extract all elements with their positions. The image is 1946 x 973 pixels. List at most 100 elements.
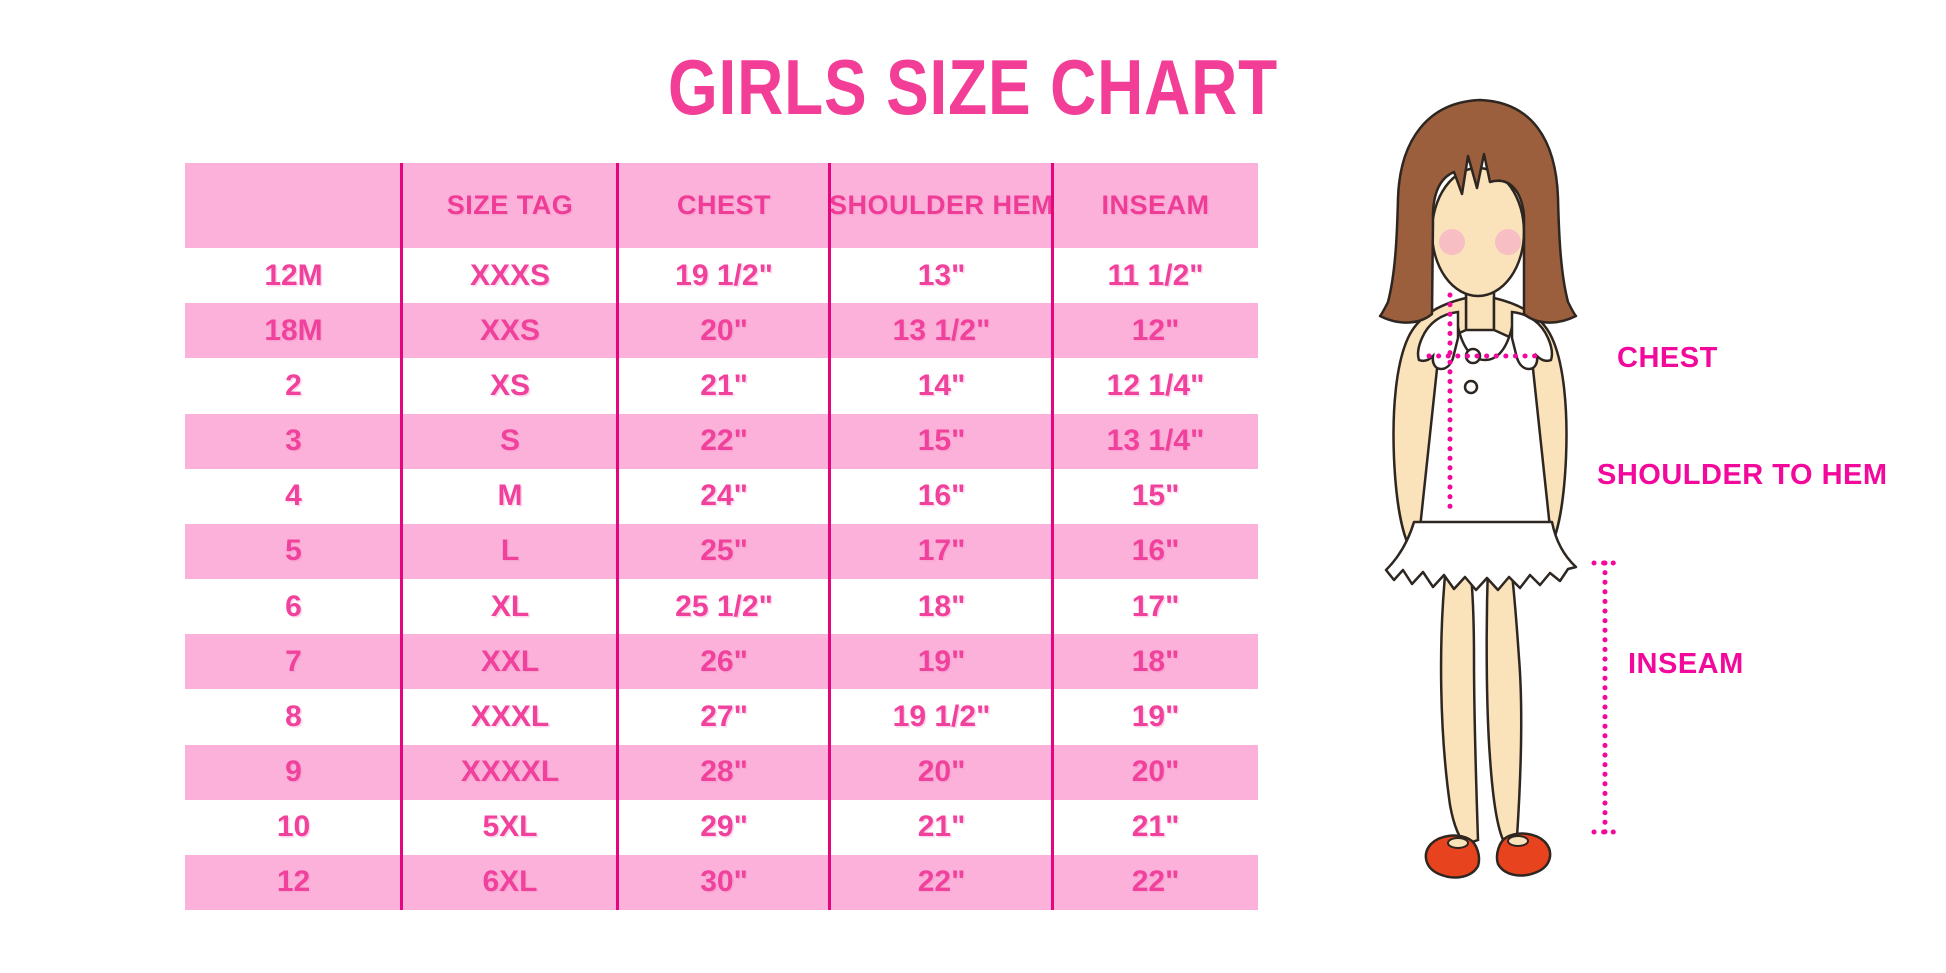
- cell-shoulder-hem: 13": [917, 258, 966, 292]
- header-cell-size-tag: SIZE TAG: [446, 190, 574, 220]
- cell-inseam: 20": [1131, 755, 1180, 789]
- cell-size-tag: XXXXL: [460, 755, 560, 789]
- cell-size-tag: L: [500, 534, 520, 568]
- cell-chest: 25": [700, 534, 748, 568]
- cell-shoulder-hem: 22": [917, 865, 966, 899]
- cell-inseam: 11 1/2": [1107, 258, 1204, 292]
- cell-shoulder-hem: 18": [917, 589, 966, 623]
- table-row: 3 S 22" 15" 13 1/4": [185, 413, 1258, 469]
- table-row: 6 XL 25 1/2" 18" 17": [185, 579, 1258, 635]
- table-row: 7 XXL 26" 19" 18": [185, 634, 1258, 690]
- header-cell-chest: CHEST: [676, 190, 771, 220]
- cell-chest: 24": [700, 479, 748, 513]
- cell-size-tag: M: [497, 479, 523, 513]
- cell-chest: 19 1/2": [675, 258, 773, 292]
- cell-chest: 30": [700, 865, 748, 899]
- column-divider: [616, 163, 619, 910]
- table-row: 10 5XL 29" 21" 21": [185, 799, 1258, 855]
- cell-inseam: 18": [1131, 644, 1180, 678]
- cell-size: 4: [285, 479, 302, 513]
- cell-shoulder-hem: 21": [917, 810, 966, 844]
- cell-shoulder-hem: 13 1/2": [892, 313, 991, 347]
- cell-chest: 28": [700, 755, 748, 789]
- cell-size-tag: XXXL: [470, 699, 550, 733]
- cell-size: 12M: [264, 258, 323, 292]
- cell-size: 9: [285, 755, 302, 789]
- cell-size-tag: S: [499, 424, 520, 458]
- cell-size-tag: XS: [489, 368, 531, 402]
- cell-size-tag: 5XL: [482, 810, 538, 844]
- girl-shoes: [1424, 832, 1552, 879]
- cell-size: 2: [285, 368, 302, 402]
- cell-inseam: 17": [1131, 589, 1180, 623]
- cell-shoulder-hem: 14": [917, 368, 966, 402]
- cell-size: 12: [276, 865, 311, 899]
- girl-legs: [1439, 563, 1523, 846]
- cell-size: 3: [285, 424, 302, 458]
- blush-right: [1495, 229, 1521, 255]
- page-title: GIRLS SIZE CHART: [667, 43, 1279, 131]
- girl-face: [1430, 166, 1526, 298]
- cell-shoulder-hem: 19 1/2": [892, 699, 991, 733]
- cell-size-tag: XXXS: [469, 258, 551, 292]
- table-row: 8 XXXL 27" 19 1/2" 19": [185, 689, 1258, 745]
- column-divider: [1051, 163, 1054, 910]
- cell-chest: 20": [700, 313, 748, 347]
- cell-inseam: 19": [1131, 699, 1180, 733]
- column-divider: [828, 163, 831, 910]
- table-row: 18M XXS 20" 13 1/2" 12": [185, 303, 1258, 359]
- cell-chest: 21": [700, 368, 748, 402]
- chest-label: CHEST: [1617, 342, 1718, 374]
- measurement-lines: [1426, 292, 1620, 835]
- table-row: 12 6XL 30" 22" 22": [185, 854, 1258, 911]
- cell-shoulder-hem: 16": [917, 479, 966, 513]
- cell-size: 18M: [264, 313, 323, 347]
- cell-shoulder-hem: 15": [917, 424, 966, 458]
- header-cell-shoulder-hem: SHOULDER HEM: [829, 190, 1055, 220]
- cell-size: 10: [276, 810, 311, 844]
- cell-inseam: 21": [1131, 810, 1180, 844]
- cell-size: 5: [285, 534, 302, 568]
- cell-size-tag: XXS: [479, 313, 541, 347]
- size-table: SIZE TAG CHEST SHOULDER HEM INSEAM 12M X…: [185, 163, 1258, 911]
- blush-left: [1439, 229, 1465, 255]
- cell-chest: 27": [700, 699, 748, 733]
- cell-inseam: 16": [1131, 534, 1180, 568]
- cell-size: 6: [285, 589, 302, 623]
- table-body: 12M XXXS 19 1/2" 13" 11 1/2" 18M XXS 20"…: [185, 248, 1258, 911]
- cell-inseam: 22": [1131, 865, 1180, 899]
- cell-chest: 22": [700, 424, 748, 458]
- table-row: 5 L 25" 17" 16": [185, 523, 1258, 580]
- cell-inseam: 13 1/4": [1106, 424, 1205, 458]
- cell-chest: 25 1/2": [675, 589, 773, 623]
- cell-inseam: 15": [1131, 479, 1180, 513]
- column-divider: [400, 163, 403, 910]
- girl-hair: [1378, 98, 1578, 324]
- cell-size: 8: [285, 699, 302, 733]
- cell-inseam: 12 1/4": [1106, 368, 1205, 402]
- shoulder-ruffle-right: [1510, 310, 1554, 371]
- table-header-row: SIZE TAG CHEST SHOULDER HEM INSEAM: [185, 163, 1258, 248]
- table-row: 12M XXXS 19 1/2" 13" 11 1/2": [185, 248, 1258, 304]
- cell-shoulder-hem: 19": [917, 644, 966, 678]
- cell-size-tag: 6XL: [482, 865, 538, 899]
- table-row: 2 XS 21" 14" 12 1/4": [185, 358, 1258, 414]
- table-row: 4 M 24" 16" 15": [185, 468, 1258, 524]
- cell-shoulder-hem: 20": [917, 755, 966, 789]
- cell-size-tag: XXL: [480, 644, 540, 678]
- girl-skirt: [1384, 520, 1578, 592]
- cell-chest: 26": [700, 644, 748, 678]
- girl-illustration: [1378, 98, 1620, 879]
- inseam-label: INSEAM: [1628, 648, 1744, 680]
- cell-inseam: 12": [1131, 313, 1180, 347]
- table-row: 9 XXXXL 28" 20" 20": [185, 744, 1258, 800]
- cell-size: 7: [285, 644, 302, 678]
- header-cell-blank: [185, 163, 402, 248]
- cell-size-tag: XL: [490, 589, 530, 623]
- shoulder-to-hem-label: SHOULDER TO HEM: [1597, 459, 1888, 491]
- header-cell-inseam: INSEAM: [1101, 190, 1210, 220]
- cell-shoulder-hem: 17": [917, 534, 966, 568]
- girl-top: [1416, 310, 1554, 530]
- cell-chest: 29": [700, 810, 748, 844]
